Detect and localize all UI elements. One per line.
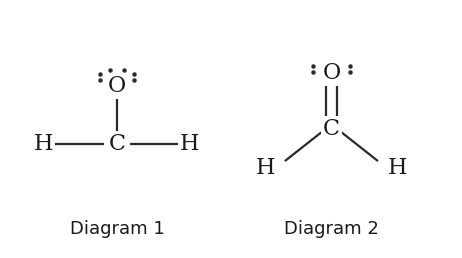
Text: Diagram 2: Diagram 2 <box>284 220 379 238</box>
Text: C: C <box>323 118 340 140</box>
Text: Diagram 1: Diagram 1 <box>69 220 164 238</box>
Text: H: H <box>180 133 200 155</box>
Text: C: C <box>109 133 125 155</box>
Text: H: H <box>255 157 275 179</box>
Text: O: O <box>108 75 126 97</box>
Text: H: H <box>388 157 407 179</box>
Text: O: O <box>322 62 340 84</box>
Text: H: H <box>34 133 54 155</box>
